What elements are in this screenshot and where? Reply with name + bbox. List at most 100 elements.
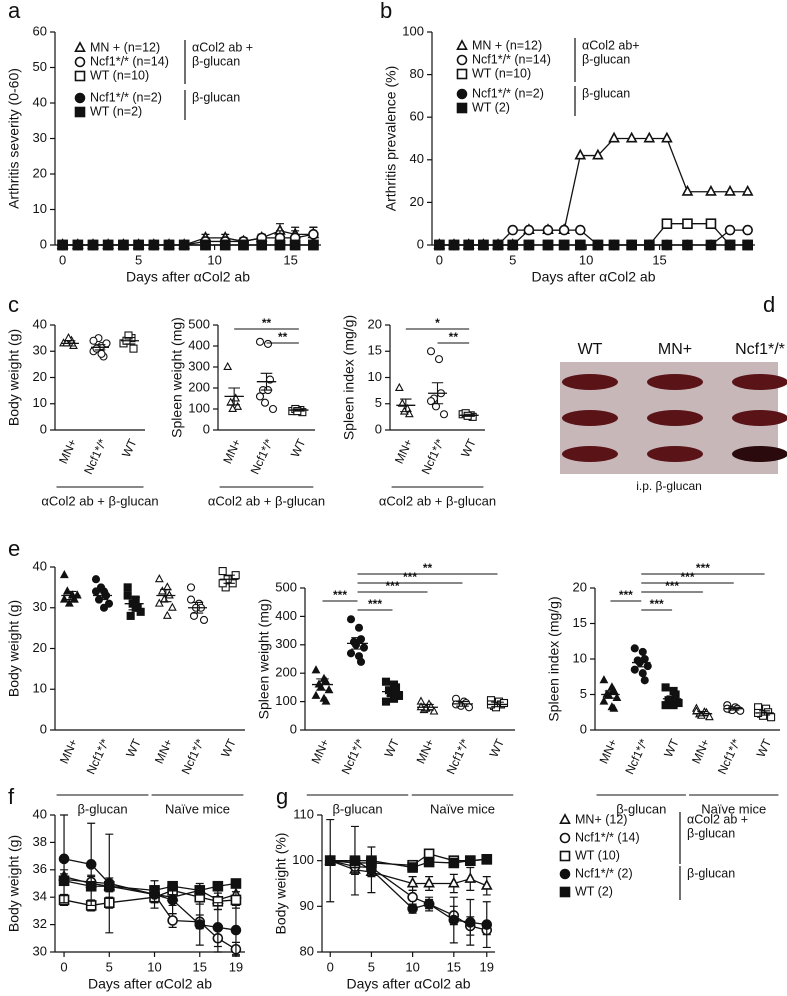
marker bbox=[255, 392, 265, 401]
legend-label: MN + (n=12) bbox=[472, 38, 542, 52]
y-tick-label: 0 bbox=[40, 721, 47, 736]
x-tick-label: 5 bbox=[509, 252, 516, 267]
y-tick-label: 20 bbox=[33, 640, 47, 655]
marker bbox=[638, 647, 647, 656]
marker bbox=[102, 239, 114, 251]
marker bbox=[464, 872, 477, 883]
marker bbox=[592, 148, 604, 160]
marker bbox=[447, 876, 460, 888]
y-tick-label: 38 bbox=[33, 834, 47, 849]
marker bbox=[212, 922, 224, 933]
x-tick-label: MN+ bbox=[392, 437, 416, 466]
x-tick-label: Ncf1*/* bbox=[622, 736, 651, 776]
significance-label: *** bbox=[333, 588, 347, 602]
x-tick-label: MN+ bbox=[57, 737, 81, 766]
y-tick-label: 30 bbox=[33, 599, 47, 614]
marker bbox=[126, 611, 135, 620]
marker bbox=[661, 218, 673, 229]
marker bbox=[194, 919, 206, 930]
x-tick-label: Ncf1*/* bbox=[715, 736, 744, 776]
marker bbox=[102, 339, 111, 348]
y-tick-label: 60 bbox=[33, 23, 47, 38]
marker bbox=[682, 218, 693, 229]
legend-marker bbox=[74, 106, 86, 118]
marker bbox=[212, 880, 224, 892]
y-axis-label: Body weight (%) bbox=[273, 833, 289, 935]
marker bbox=[407, 862, 418, 873]
spleen bbox=[562, 446, 618, 462]
y-axis-label: Spleen index (mg/g) bbox=[341, 315, 357, 440]
y-tick-label: 5 bbox=[375, 395, 382, 410]
y-tick-label: 100 bbox=[292, 852, 314, 867]
error-bar bbox=[94, 344, 106, 351]
legend-label: Ncf1*/* (2) bbox=[575, 866, 633, 880]
marker bbox=[609, 685, 619, 694]
x-axis-label: Days after αCol2 ab bbox=[531, 269, 655, 285]
x-tick-label: MN+ bbox=[152, 737, 176, 766]
marker bbox=[308, 229, 319, 240]
x-tick-label: Ncf1*/* bbox=[339, 736, 368, 776]
marker bbox=[136, 607, 145, 616]
y-tick-label: 40 bbox=[33, 806, 47, 821]
y-tick-label: 15 bbox=[368, 343, 382, 358]
marker bbox=[356, 635, 366, 644]
marker bbox=[349, 855, 361, 866]
x-tick-label: WT bbox=[487, 736, 508, 759]
marker bbox=[397, 398, 407, 407]
marker bbox=[268, 404, 278, 414]
marker bbox=[407, 891, 418, 903]
spleen bbox=[647, 374, 703, 390]
marker bbox=[91, 575, 101, 584]
marker bbox=[661, 239, 673, 251]
marker bbox=[661, 701, 670, 710]
marker bbox=[64, 598, 74, 607]
y-tick-label: 30 bbox=[33, 130, 47, 145]
error-bar bbox=[160, 588, 172, 603]
legend-marker bbox=[74, 70, 86, 82]
marker bbox=[630, 644, 639, 653]
y-tick-label: 200 bbox=[188, 379, 210, 394]
x-tick-label: 10 bbox=[579, 252, 593, 267]
marker bbox=[407, 903, 418, 914]
marker bbox=[129, 344, 138, 353]
x-axis-label: Days after αCol2 ab bbox=[346, 976, 470, 992]
y-tick-label: 30 bbox=[33, 943, 47, 958]
error-bar bbox=[65, 590, 77, 601]
y-tick-label: 10 bbox=[33, 681, 47, 696]
spleen bbox=[732, 446, 787, 462]
x-tick-label: 15 bbox=[193, 959, 207, 974]
marker bbox=[406, 876, 419, 888]
marker bbox=[311, 690, 321, 699]
spleen bbox=[647, 446, 703, 462]
panel-letter: e bbox=[8, 536, 20, 561]
x-tick-label: Ncf1*/* bbox=[81, 436, 110, 476]
legend-marker bbox=[74, 92, 86, 104]
marker bbox=[238, 239, 249, 251]
spleen bbox=[562, 410, 618, 426]
error-bar bbox=[400, 398, 412, 413]
marker bbox=[186, 583, 196, 592]
marker bbox=[99, 603, 109, 612]
panel-letter: d bbox=[763, 292, 775, 317]
significance-label: *** bbox=[385, 579, 399, 593]
marker bbox=[233, 401, 243, 410]
marker bbox=[599, 675, 609, 684]
y-axis-label: Spleen index (mg/g) bbox=[546, 596, 562, 721]
y-tick-label: 40 bbox=[33, 558, 47, 573]
marker bbox=[742, 239, 753, 251]
y-tick-label: 50 bbox=[33, 59, 47, 74]
error-bar bbox=[728, 706, 740, 711]
marker bbox=[230, 924, 242, 936]
marker bbox=[57, 239, 68, 251]
legend-label: WT (n=10) bbox=[90, 68, 149, 82]
group-label: Naïve mice bbox=[165, 801, 230, 816]
y-axis-label: Spleen weight (mg) bbox=[256, 599, 272, 720]
error-bar bbox=[431, 382, 444, 405]
marker bbox=[356, 657, 366, 666]
marker bbox=[704, 712, 714, 721]
legend-label: WT (n=10) bbox=[472, 66, 531, 80]
y-tick-label: 15 bbox=[573, 615, 587, 630]
panel-letter: a bbox=[8, 0, 21, 23]
error-bar bbox=[491, 701, 504, 708]
marker bbox=[311, 665, 321, 674]
